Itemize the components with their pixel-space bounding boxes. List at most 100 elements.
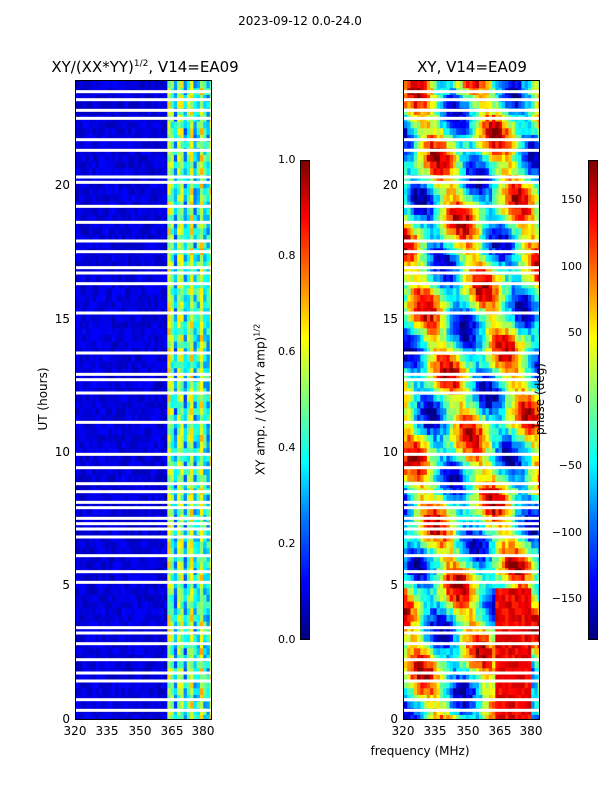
heatmap-cell (85, 254, 90, 262)
heatmap-cell (186, 694, 191, 702)
heatmap-cell (199, 234, 204, 242)
heatmap-cell (203, 354, 208, 362)
heatmap-cell (118, 661, 123, 669)
heatmap-cell (76, 607, 80, 615)
heatmap-cell (76, 361, 80, 369)
heatmap-cell (85, 394, 90, 402)
heatmap-cell (488, 614, 493, 622)
heatmap-cell (92, 554, 97, 562)
heatmap-cell (76, 154, 80, 162)
heatmap-cell (134, 94, 139, 102)
heatmap-cell (199, 587, 204, 595)
heatmap-cell (469, 667, 474, 675)
heatmap-cell (111, 401, 116, 409)
heatmap-cell (111, 427, 116, 435)
heatmap-cell (498, 634, 503, 642)
heatmap-cell (196, 327, 201, 335)
heatmap-cell (134, 387, 139, 395)
heatmap-cell (154, 647, 159, 655)
heatmap-cell (433, 714, 438, 719)
heatmap-cell (115, 627, 119, 635)
heatmap-cell (160, 447, 165, 455)
heatmap-cell (89, 221, 93, 229)
heatmap-cell (108, 507, 113, 515)
heatmap-cell (410, 701, 415, 709)
heatmap-cell (436, 714, 441, 719)
heatmap-cell (147, 121, 152, 129)
heatmap-cell (452, 667, 457, 675)
heatmap-cell (85, 614, 90, 622)
heatmap-cell (118, 161, 123, 169)
heatmap-cell (160, 434, 165, 442)
heatmap-cell (170, 581, 175, 589)
heatmap-cell (102, 627, 106, 635)
heatmap-cell (128, 587, 133, 595)
heatmap-cell (128, 301, 133, 309)
heatmap-cell (498, 607, 503, 615)
heatmap-cell (170, 507, 175, 515)
heatmap-cell (151, 234, 155, 242)
heatmap-cell (183, 647, 188, 655)
heatmap-cell (413, 601, 418, 609)
amp-xtick: 380 (191, 724, 215, 738)
heatmap-cell (196, 421, 201, 429)
heatmap-cell (203, 341, 208, 349)
heatmap-cell (157, 201, 162, 209)
heatmap-cell (124, 154, 129, 162)
heatmap-cell (92, 441, 97, 449)
heatmap-cell (479, 681, 483, 689)
heatmap-cell (423, 594, 428, 602)
flagged-row (76, 570, 211, 574)
heatmap-cell (160, 361, 165, 369)
heatmap-cell (131, 327, 136, 335)
heatmap-cell (82, 507, 87, 515)
heatmap-cell (180, 447, 185, 455)
heatmap-cell (167, 261, 172, 269)
heatmap-cell (203, 181, 208, 189)
heatmap-cell (164, 127, 168, 135)
heatmap-cell (190, 434, 195, 442)
heatmap-cell (209, 421, 211, 429)
heatmap-cell (82, 267, 87, 275)
heatmap-cell (459, 614, 464, 622)
heatmap-cell (95, 661, 100, 669)
heatmap-cell (177, 141, 181, 149)
heatmap-cell (128, 454, 133, 462)
heatmap-cell (206, 214, 211, 222)
heatmap-cell (206, 507, 211, 515)
heatmap-cell (459, 661, 464, 669)
heatmap-cell (98, 667, 103, 675)
heatmap-cell (157, 374, 162, 382)
heatmap-cell (426, 594, 431, 602)
heatmap-cell (121, 454, 126, 462)
heatmap-cell (482, 607, 487, 615)
heatmap-cell (170, 254, 175, 262)
flagged-row (76, 138, 211, 142)
heatmap-cell (196, 581, 201, 589)
heatmap-cell (154, 121, 159, 129)
heatmap-cell (482, 701, 487, 709)
heatmap-cell (167, 381, 172, 389)
heatmap-cell (118, 274, 123, 282)
heatmap-cell (128, 374, 133, 382)
heatmap-cell (105, 687, 110, 695)
heatmap-cell (141, 181, 146, 189)
heatmap-cell (147, 647, 152, 655)
heatmap-cell (121, 267, 126, 275)
heatmap-cell (108, 261, 113, 269)
heatmap-cell (164, 701, 168, 709)
heatmap-cell (508, 627, 513, 635)
heatmap-cell (190, 181, 195, 189)
heatmap-cell (79, 587, 84, 595)
heatmap-cell (436, 647, 441, 655)
figure-suptitle: 2023-09-12 0.0-24.0 (238, 14, 362, 28)
heatmap-cell (186, 167, 191, 175)
heatmap-cell (151, 254, 155, 262)
heatmap-cell (498, 621, 503, 629)
heatmap-cell (95, 294, 100, 302)
heatmap-cell (131, 594, 136, 602)
heatmap-cell (193, 141, 198, 149)
heatmap-cell (199, 354, 204, 362)
heatmap-cell (173, 194, 178, 202)
heatmap-cell (430, 621, 434, 629)
